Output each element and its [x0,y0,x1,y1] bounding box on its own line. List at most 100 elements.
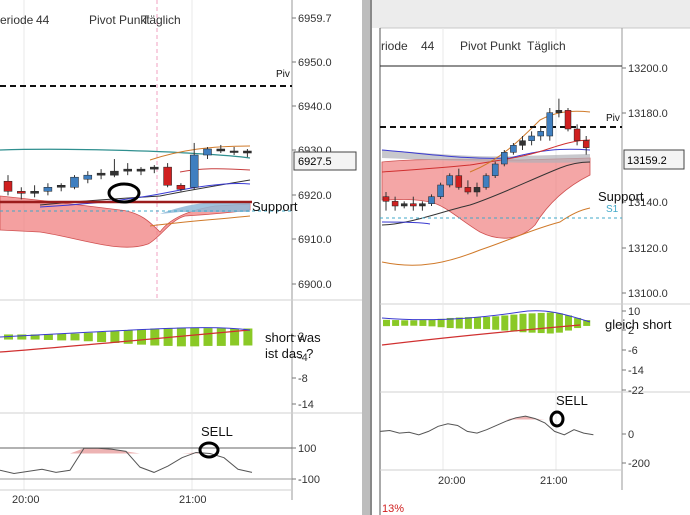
right-cci-axis: 0 -200 [622,429,650,470]
axis-tick-label: 2 [298,331,304,343]
macd-bar [203,328,213,346]
candle-body [70,176,79,188]
left-chart-background [0,0,362,515]
left-pivot-label: Piv [276,69,290,80]
axis-tick-label: 13200.0 [628,63,668,75]
candle-body [428,196,435,204]
axis-tick-label: -22 [628,385,644,397]
candle-body [216,148,226,152]
candle-body [176,185,186,190]
left-sell-circle [198,441,220,459]
cci-line [379,415,594,436]
macd-bar [30,334,40,340]
macd-bar [519,313,527,333]
left-blue-line [39,183,251,208]
candle-body [123,168,132,172]
candle-body [110,170,119,176]
left-current-price-box [293,151,357,171]
axis-tick-label: 6900.0 [298,279,332,291]
left-short-annotation-line1: short was [265,330,321,345]
left-candles [3,142,252,200]
macd-bar [501,315,509,331]
right-macd-axis: 10 2 -6 -14 -22 [622,306,644,397]
macd-bar [464,317,472,329]
macd-bar [419,320,427,326]
cci-overbought-area [0,448,252,454]
axis-tick-label: 2 [628,325,634,337]
left-macd-signal-blue [0,327,251,338]
right-candles [382,98,590,211]
left-header-indicator: Pivot Punkt [89,13,150,27]
left-macd-signal-red [0,329,251,353]
left-lower-band [149,215,251,227]
macd-bar [446,317,454,329]
right-macd-signal-red [381,324,581,346]
right-s1-label: S1 [606,204,619,215]
left-sell-annotation: SELL [201,424,233,439]
left-moving-average [0,148,251,159]
macd-bar [392,320,400,326]
candle-body [136,168,146,172]
right-current-price: 13159.2 [627,155,667,167]
right-cci-pane [379,415,594,436]
axis-tick-label: 10 [628,306,640,318]
axis-tick-label: 13120.0 [628,243,668,255]
candle-body [537,131,544,137]
right-support-annotation: Support [598,189,644,204]
candle-body [17,191,26,194]
right-lower-band [381,207,591,266]
axis-tick-label: -8 [298,373,308,385]
macd-bar [43,334,53,340]
candle-body [582,140,590,148]
candle-body [189,154,199,188]
left-upper-band [149,145,251,161]
candle-body [30,191,39,194]
macd-bar [428,319,436,327]
candle-body [491,163,499,176]
window-splitter[interactable] [362,0,372,515]
macd-bar [150,328,160,346]
axis-tick-label: 0 [628,429,634,441]
candle-body [528,135,535,141]
macd-bar [383,319,390,327]
macd-bar [216,328,226,346]
right-footer-percent: 13% [382,503,404,515]
axis-tick-label: 13180.0 [628,108,668,120]
candle-body [464,187,472,193]
macd-bar [123,330,133,344]
right-header-indicator: Pivot Punkt [460,39,521,53]
left-macd-axis: 2 -4 -8 -14 [292,331,314,411]
macd-bar [190,327,200,347]
macd-bar [528,313,536,333]
candle-body [163,166,172,186]
macd-bar [574,317,582,329]
left-header-periode-value: 44 [36,13,50,27]
candle-body [229,150,239,153]
candle-body [83,174,93,180]
candle-body [555,110,563,113]
macd-bar [565,315,572,331]
axis-tick-label: 6940.0 [298,101,332,113]
macd-bar [546,312,554,334]
right-time-label: 20:00 [438,475,466,487]
left-cci-pane [0,447,253,474]
macd-bar [17,334,27,340]
axis-tick-label: 100 [298,443,316,455]
axis-tick-label: 6920.0 [298,190,332,202]
macd-bar [83,332,93,342]
left-time-label: 21:00 [179,494,207,506]
cci-line [0,447,253,474]
right-macd-pane [383,312,591,334]
candle-body [382,196,390,202]
candle-body [455,175,463,188]
left-time-label: 20:00 [12,494,40,506]
right-window-titlebar[interactable] [372,0,690,28]
macd-bar [57,333,67,341]
candle-body [400,203,408,207]
axis-tick-label: 6950.0 [298,57,332,69]
left-header-timeframe: Täglich [142,13,181,27]
macd-bar [401,320,409,326]
axis-tick-label: 6959.7 [298,13,332,25]
left-header-periode-label: eriode [0,13,34,27]
